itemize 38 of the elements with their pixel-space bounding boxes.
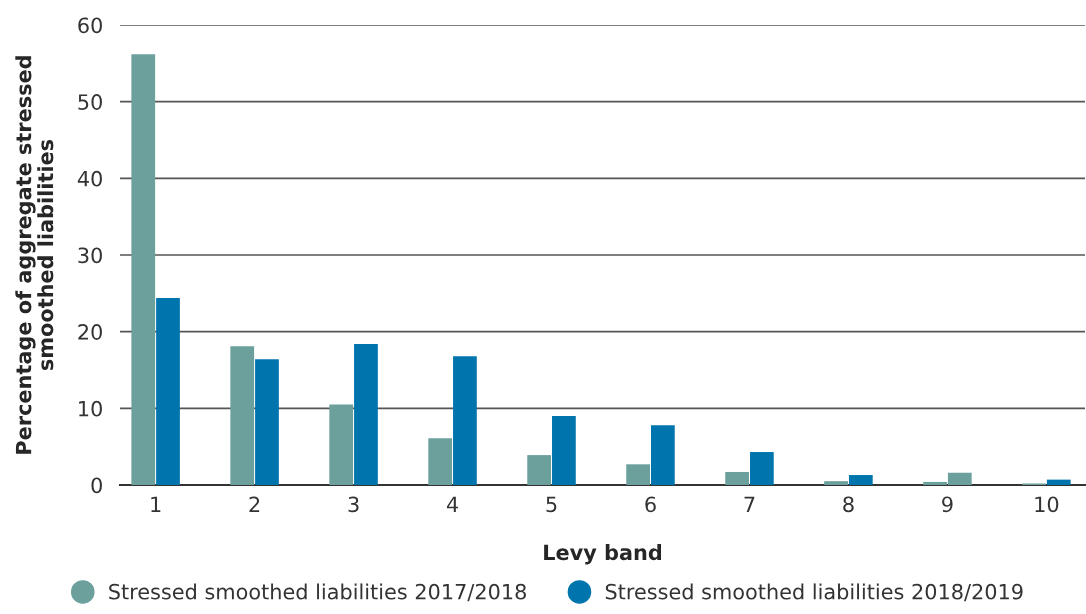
bar: [552, 416, 576, 485]
y-tick-label: 10: [79, 400, 102, 417]
bar: [824, 481, 848, 485]
x-tick-label: 6: [645, 496, 656, 513]
bar: [428, 438, 453, 485]
bar: [651, 425, 675, 485]
bar: [354, 343, 378, 485]
bar: [255, 359, 279, 485]
x-tick-label: 7: [744, 496, 755, 512]
legend-label: Stressed smoothed liabilities 2017/2018: [109, 583, 526, 602]
y-tick-label: 30: [78, 247, 102, 264]
bar: [131, 54, 156, 485]
x-tick-label: 10: [1035, 496, 1059, 513]
y-tick-label: 50: [78, 94, 102, 110]
x-tick-label: 8: [843, 496, 854, 513]
x-tick-label: 1: [151, 496, 161, 512]
x-tick-label: 2: [249, 496, 260, 512]
bar: [1046, 479, 1071, 485]
bar: [626, 464, 651, 485]
x-tick-label: 9: [942, 496, 953, 513]
bar: [749, 452, 774, 485]
y-tick-label: 20: [78, 324, 102, 340]
bar: [527, 455, 552, 485]
bar: [848, 475, 873, 485]
x-tick-label: 3: [348, 496, 359, 513]
bar: [453, 356, 477, 485]
y-tick-label: 0: [91, 477, 102, 494]
bar: [329, 404, 354, 485]
y-axis-title: Percentage of aggregate stressed smoothed liabilities: [15, 56, 54, 454]
y-tick-label: 60: [78, 17, 102, 34]
x-tick-label: 5: [546, 496, 557, 513]
x-axis-title: Levy band: [544, 544, 662, 565]
bar: [725, 471, 749, 485]
legend-label: Stressed smoothed liabilities 2018/2019: [605, 583, 1023, 602]
x-tick-label: 4: [446, 496, 459, 512]
bar: [156, 297, 180, 485]
bar: [230, 346, 255, 485]
y-tick-label: 40: [77, 170, 102, 187]
